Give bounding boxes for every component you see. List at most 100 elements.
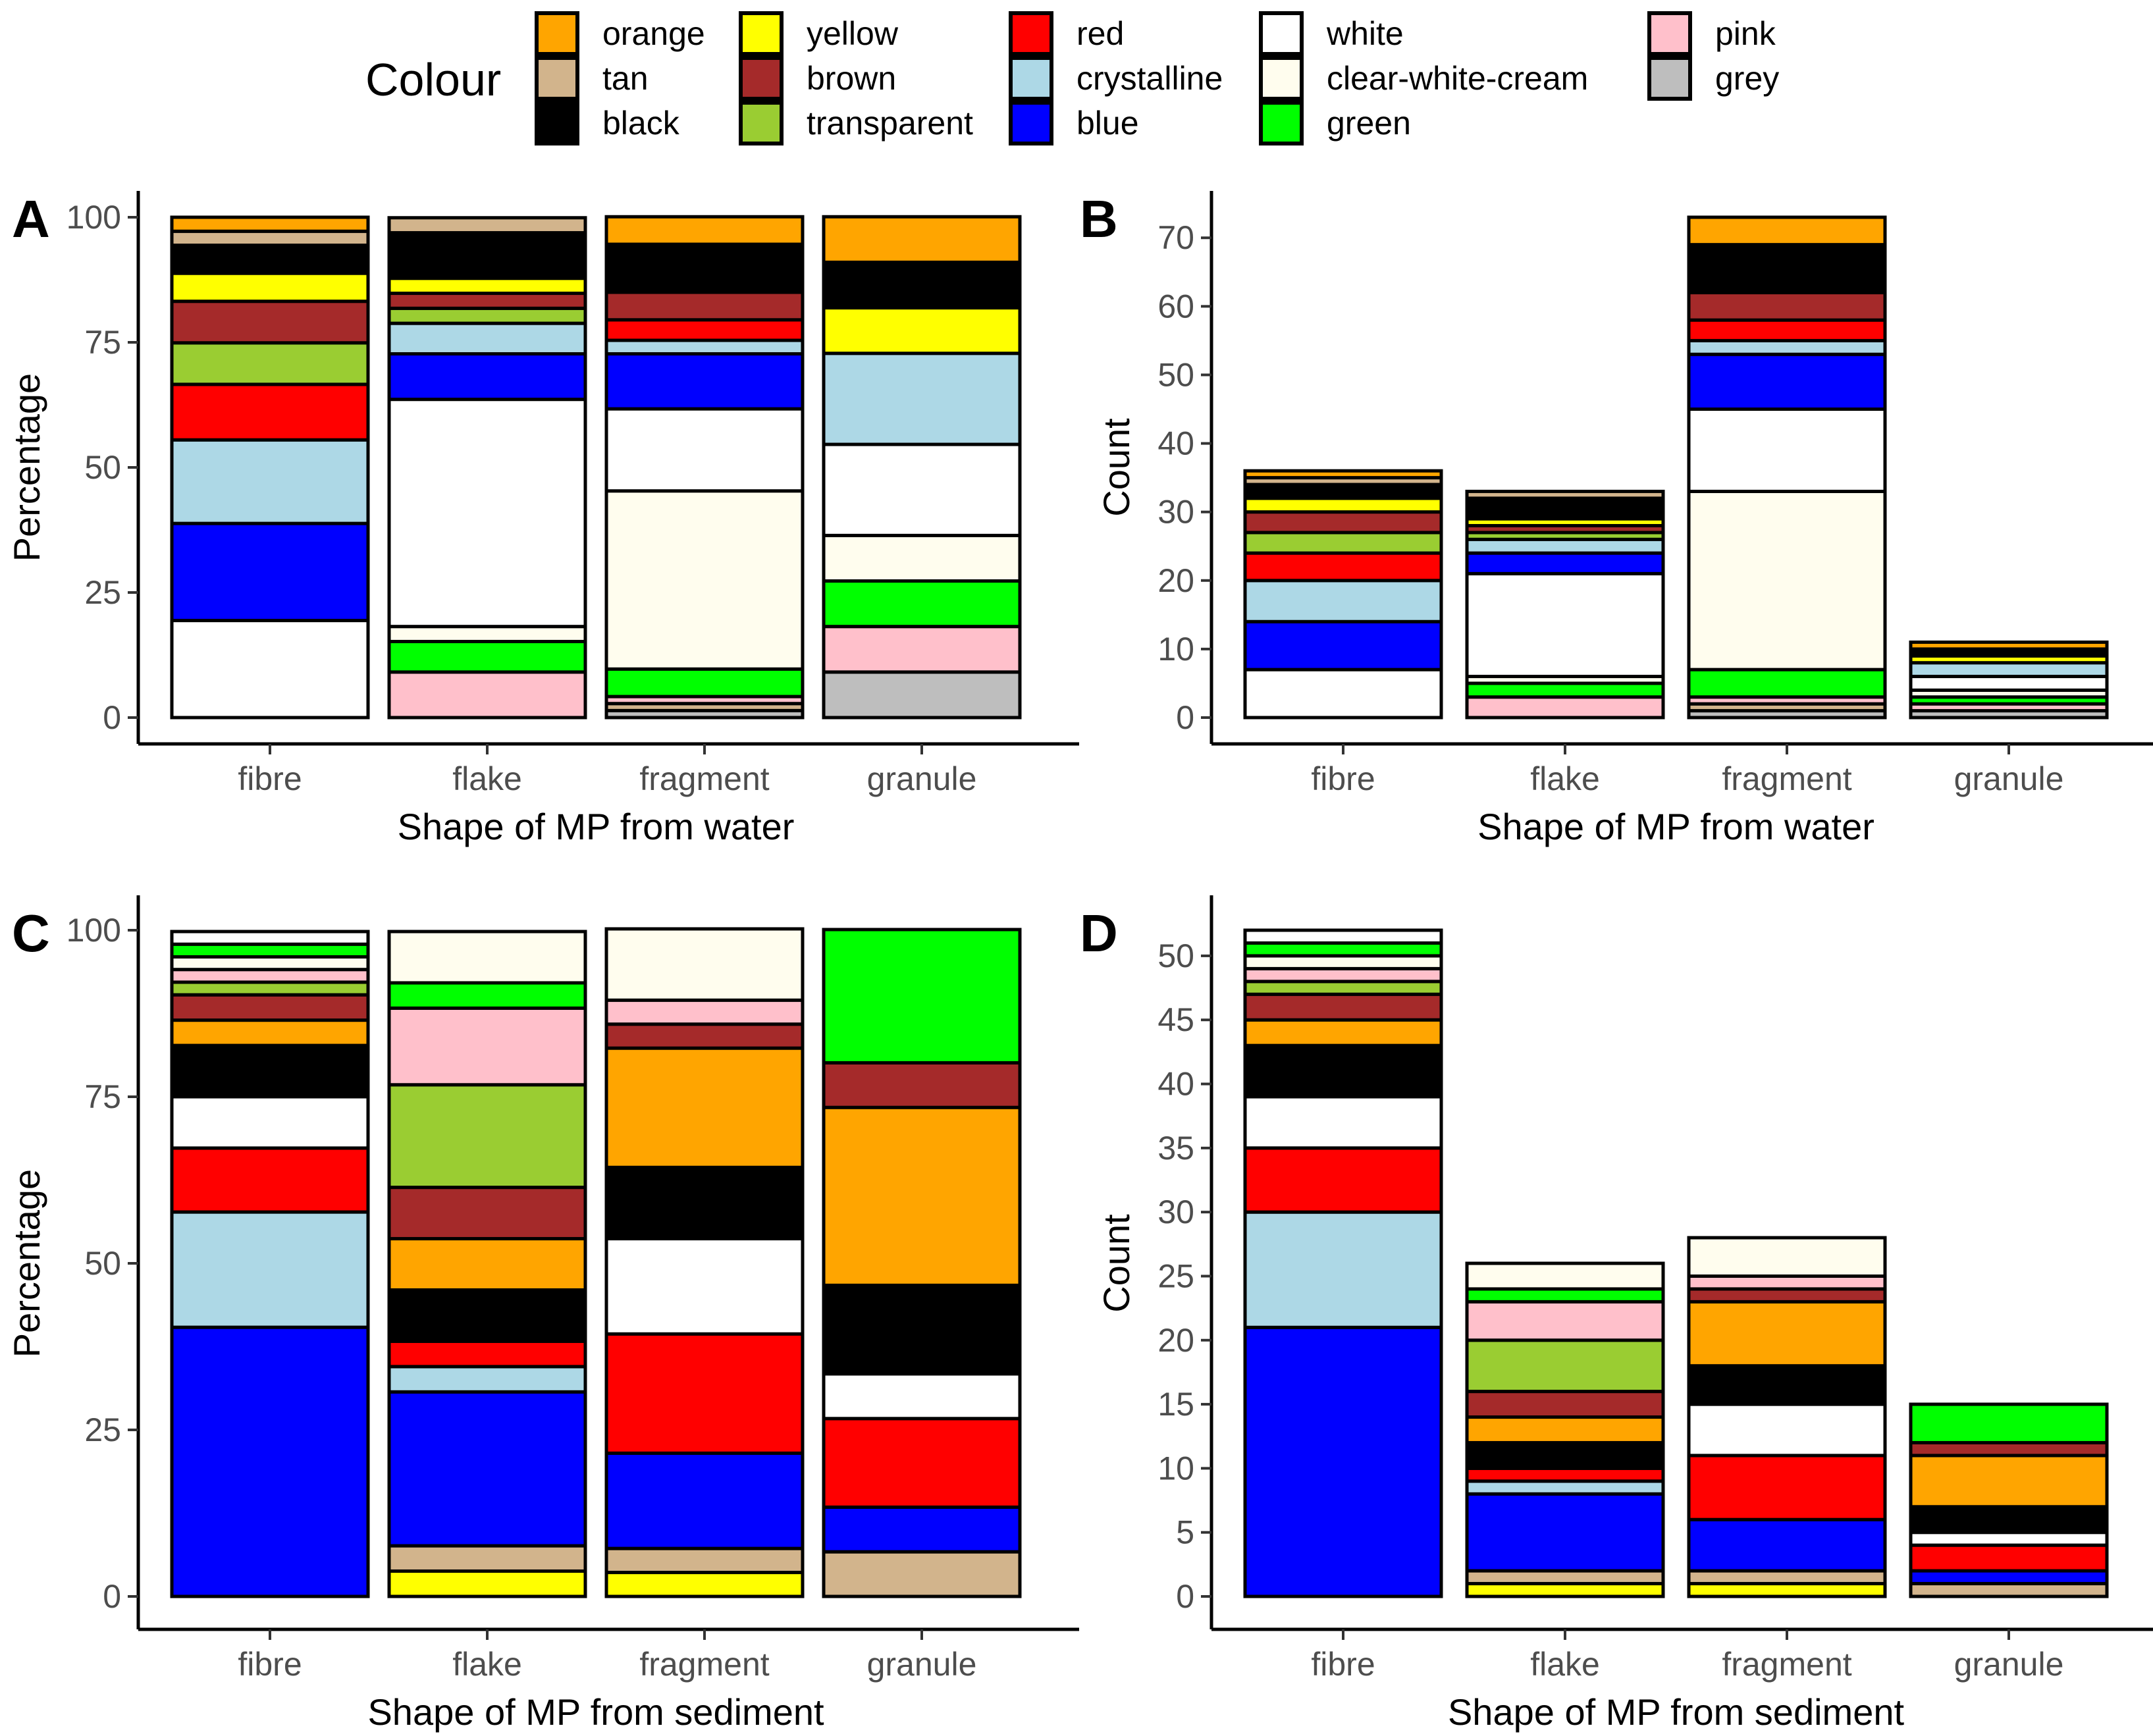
legend-swatch-red (1009, 11, 1053, 56)
bar-segment-brown (604, 290, 805, 322)
bar-segment-crystalline (170, 438, 370, 525)
bar-segment-clear-white-cream (387, 930, 587, 985)
y-tick-label: 100 (66, 912, 121, 949)
bar-segment-white (1909, 675, 2109, 692)
y-tick-label: 50 (1157, 937, 1194, 974)
legend-item-transparent: transparent (739, 101, 973, 145)
legend-swatch-clear-white-cream (1259, 56, 1304, 101)
x-tick-label: flake (1530, 760, 1600, 797)
bar-segment-yellow (1243, 496, 1443, 514)
x-tick-label: fragment (1722, 760, 1851, 797)
bar-segment-black (170, 1043, 370, 1099)
bar-segment-tan (1687, 1569, 1887, 1586)
legend-label: orange (602, 15, 705, 52)
bar-flake (1465, 489, 1665, 720)
bar-segment-white (170, 1095, 370, 1150)
bar-segment-orange (170, 1018, 370, 1047)
legend-swatch-white (1259, 11, 1304, 56)
bar-segment-blue (604, 1451, 805, 1550)
y-tick-label: 40 (1157, 425, 1194, 462)
x-tick-label: granule (867, 1646, 977, 1683)
bar-segment-tan (1909, 1582, 2109, 1598)
bar-segment-green (170, 942, 370, 959)
bar-segment-crystalline (1909, 661, 2109, 679)
x-tick-label: fibre (1311, 1646, 1375, 1683)
x-tick-label: fragment (639, 1646, 769, 1683)
y-tick-label: 70 (1157, 219, 1194, 256)
bar-segment-red (1687, 318, 1887, 342)
legend-label: pink (1715, 15, 1776, 52)
bar-granule (1909, 1402, 2109, 1598)
y-tick-label: 15 (1157, 1386, 1194, 1423)
y-tick-label: 0 (103, 1578, 121, 1615)
panel-D: D 0 5 10 15 20 25 30 35 40 45 50 Count fibre flake frag… (1080, 895, 2153, 1733)
bar-segment-crystalline (1465, 1479, 1665, 1496)
bar-granule (822, 928, 1022, 1598)
bar-segment-orange (1465, 1415, 1665, 1444)
bar-segment-clear-white-cream (1687, 1236, 1887, 1278)
legend-label: brown (807, 60, 896, 97)
bar-fragment (604, 927, 805, 1598)
bar-segment-white (1909, 1531, 2109, 1547)
y-tick-label: 20 (1157, 1322, 1194, 1359)
bar-segment-yellow (1465, 1582, 1665, 1598)
y-tick-label: 10 (1157, 1450, 1194, 1486)
bar-segment-red (822, 1417, 1022, 1509)
bar-segment-tan (1465, 1569, 1665, 1586)
y-tick-label: 100 (66, 199, 121, 236)
bar-segment-pink (1687, 1274, 1887, 1291)
y-tick-label: 50 (1157, 356, 1194, 393)
bar-segment-pink (1465, 695, 1665, 720)
bar-segment-blue (170, 1325, 370, 1598)
y-tick-label: 60 (1157, 288, 1194, 325)
bar-segment-white (170, 619, 370, 720)
bar-segment-transparent (170, 341, 370, 386)
bar-segment-orange (1687, 1300, 1887, 1368)
bar-segment-green (387, 981, 587, 1010)
bar-flake (387, 930, 587, 1598)
bar-segment-clear-white-cream (170, 955, 370, 972)
y-tick-label: 25 (84, 1411, 121, 1448)
bar-segment-blue (604, 352, 805, 411)
y-axis-title: Percentage (6, 373, 47, 562)
bar-segment-black (1687, 1364, 1887, 1406)
bar-segment-black (387, 231, 587, 280)
legend-swatch-orange (535, 11, 579, 56)
bar-segment-green (387, 639, 587, 674)
bar-segment-clear-white-cream (604, 489, 805, 671)
bar-segment-white (604, 1237, 805, 1336)
x-axis-title: Shape of MP from water (398, 806, 795, 847)
bar-segment-clear-white-cream (604, 927, 805, 1002)
bar-segment-tan (387, 216, 587, 235)
bar-segment-pink (170, 968, 370, 984)
legend-label: tan (602, 60, 649, 97)
bar-segment-black (1687, 243, 1887, 295)
legend-swatch-crystalline (1009, 56, 1053, 101)
bar-segment-pink (387, 1006, 587, 1087)
x-tick-label: granule (1954, 760, 2064, 797)
bar-segment-transparent (387, 1083, 587, 1190)
bar-segment-red (1243, 551, 1443, 583)
legend-label: red (1076, 15, 1124, 52)
legend-label: green (1327, 105, 1411, 142)
legend-swatch-pink (1647, 11, 1692, 56)
legend-item-grey: grey (1647, 56, 1779, 101)
x-tick-label: granule (867, 760, 977, 797)
bar-segment-white (1243, 928, 1443, 945)
bar-segment-crystalline (170, 1210, 370, 1329)
legend-title: Colour (365, 54, 501, 105)
bar-fragment (604, 215, 805, 720)
bar-segment-red (170, 1146, 370, 1214)
bar-segment-red (604, 1332, 805, 1455)
panel-tag: B (1080, 190, 1118, 248)
bar-segment-red (1465, 1466, 1665, 1483)
bar-segment-orange (822, 215, 1022, 264)
bar-fragment (1687, 1236, 1887, 1598)
y-axis-title: Count (1096, 1214, 1137, 1313)
x-tick-label: fibre (238, 760, 302, 797)
bar-segment-white (170, 930, 370, 946)
bar-segment-yellow (604, 1571, 805, 1598)
bar-segment-black (1465, 1440, 1665, 1470)
bar-flake (387, 216, 587, 720)
